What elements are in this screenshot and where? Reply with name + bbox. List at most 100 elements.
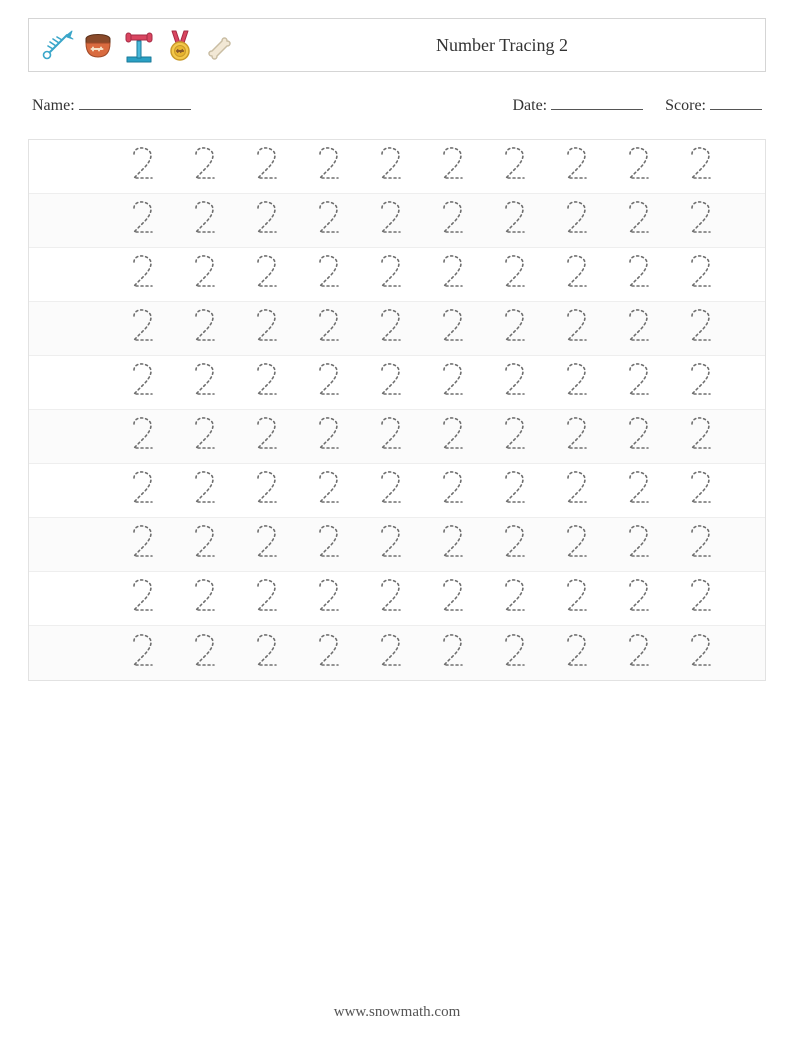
trace-glyph[interactable]: [486, 631, 544, 676]
trace-glyph[interactable]: [176, 252, 234, 297]
trace-glyph[interactable]: [672, 522, 730, 567]
trace-glyph[interactable]: [424, 252, 482, 297]
trace-glyph[interactable]: [610, 252, 668, 297]
trace-glyph[interactable]: [548, 522, 606, 567]
trace-glyph[interactable]: [610, 144, 668, 189]
trace-glyph[interactable]: [238, 306, 296, 351]
trace-glyph[interactable]: [238, 360, 296, 405]
name-underline[interactable]: [79, 94, 191, 110]
trace-glyph[interactable]: [610, 468, 668, 513]
trace-glyph[interactable]: [114, 144, 172, 189]
trace-glyph[interactable]: [176, 198, 234, 243]
trace-glyph[interactable]: [114, 198, 172, 243]
trace-glyph[interactable]: [362, 360, 420, 405]
trace-glyph[interactable]: [300, 144, 358, 189]
trace-glyph[interactable]: [672, 631, 730, 676]
trace-glyph[interactable]: [362, 631, 420, 676]
trace-glyph[interactable]: [548, 144, 606, 189]
trace-glyph[interactable]: [548, 252, 606, 297]
trace-glyph[interactable]: [300, 360, 358, 405]
trace-glyph[interactable]: [238, 468, 296, 513]
trace-glyph[interactable]: [238, 414, 296, 459]
score-underline[interactable]: [710, 94, 762, 110]
trace-glyph[interactable]: [362, 306, 420, 351]
trace-glyph[interactable]: [424, 576, 482, 621]
trace-glyph[interactable]: [424, 144, 482, 189]
trace-glyph[interactable]: [176, 576, 234, 621]
trace-glyph[interactable]: [486, 252, 544, 297]
trace-glyph[interactable]: [300, 631, 358, 676]
trace-glyph[interactable]: [176, 631, 234, 676]
trace-glyph[interactable]: [114, 576, 172, 621]
trace-glyph[interactable]: [548, 631, 606, 676]
trace-glyph[interactable]: [672, 198, 730, 243]
trace-glyph[interactable]: [548, 360, 606, 405]
trace-glyph[interactable]: [548, 468, 606, 513]
trace-glyph[interactable]: [486, 576, 544, 621]
trace-glyph[interactable]: [114, 252, 172, 297]
trace-glyph[interactable]: [114, 631, 172, 676]
trace-glyph[interactable]: [424, 198, 482, 243]
trace-glyph[interactable]: [486, 414, 544, 459]
trace-glyph[interactable]: [610, 306, 668, 351]
trace-glyph[interactable]: [238, 576, 296, 621]
trace-glyph[interactable]: [300, 576, 358, 621]
trace-glyph[interactable]: [486, 306, 544, 351]
trace-glyph[interactable]: [300, 414, 358, 459]
trace-glyph[interactable]: [486, 360, 544, 405]
trace-glyph[interactable]: [238, 522, 296, 567]
trace-glyph[interactable]: [300, 522, 358, 567]
trace-glyph[interactable]: [424, 631, 482, 676]
trace-glyph[interactable]: [362, 576, 420, 621]
trace-glyph[interactable]: [300, 198, 358, 243]
trace-glyph[interactable]: [486, 144, 544, 189]
trace-glyph[interactable]: [362, 144, 420, 189]
trace-glyph[interactable]: [176, 522, 234, 567]
trace-glyph[interactable]: [362, 252, 420, 297]
trace-glyph[interactable]: [486, 468, 544, 513]
trace-glyph[interactable]: [424, 522, 482, 567]
trace-glyph[interactable]: [114, 468, 172, 513]
date-underline[interactable]: [551, 94, 643, 110]
trace-glyph[interactable]: [672, 306, 730, 351]
trace-glyph[interactable]: [610, 522, 668, 567]
trace-glyph[interactable]: [176, 306, 234, 351]
trace-glyph[interactable]: [362, 468, 420, 513]
trace-glyph[interactable]: [300, 252, 358, 297]
trace-glyph[interactable]: [548, 198, 606, 243]
trace-glyph[interactable]: [238, 198, 296, 243]
trace-glyph[interactable]: [486, 198, 544, 243]
trace-glyph[interactable]: [486, 522, 544, 567]
trace-glyph[interactable]: [548, 576, 606, 621]
trace-glyph[interactable]: [672, 468, 730, 513]
trace-glyph[interactable]: [114, 522, 172, 567]
trace-glyph[interactable]: [424, 306, 482, 351]
trace-glyph[interactable]: [362, 198, 420, 243]
trace-glyph[interactable]: [176, 468, 234, 513]
trace-glyph[interactable]: [114, 360, 172, 405]
trace-glyph[interactable]: [362, 522, 420, 567]
trace-glyph[interactable]: [548, 414, 606, 459]
trace-glyph[interactable]: [672, 144, 730, 189]
trace-glyph[interactable]: [548, 306, 606, 351]
trace-glyph[interactable]: [176, 144, 234, 189]
trace-glyph[interactable]: [610, 414, 668, 459]
trace-glyph[interactable]: [672, 414, 730, 459]
trace-glyph[interactable]: [176, 414, 234, 459]
trace-glyph[interactable]: [300, 306, 358, 351]
trace-glyph[interactable]: [672, 576, 730, 621]
trace-glyph[interactable]: [424, 414, 482, 459]
trace-glyph[interactable]: [114, 306, 172, 351]
trace-glyph[interactable]: [300, 468, 358, 513]
trace-glyph[interactable]: [424, 360, 482, 405]
trace-glyph[interactable]: [238, 144, 296, 189]
trace-glyph[interactable]: [362, 414, 420, 459]
trace-glyph[interactable]: [610, 360, 668, 405]
trace-glyph[interactable]: [610, 198, 668, 243]
trace-glyph[interactable]: [176, 360, 234, 405]
trace-glyph[interactable]: [424, 468, 482, 513]
trace-glyph[interactable]: [238, 252, 296, 297]
trace-glyph[interactable]: [114, 414, 172, 459]
trace-glyph[interactable]: [610, 576, 668, 621]
trace-glyph[interactable]: [672, 252, 730, 297]
